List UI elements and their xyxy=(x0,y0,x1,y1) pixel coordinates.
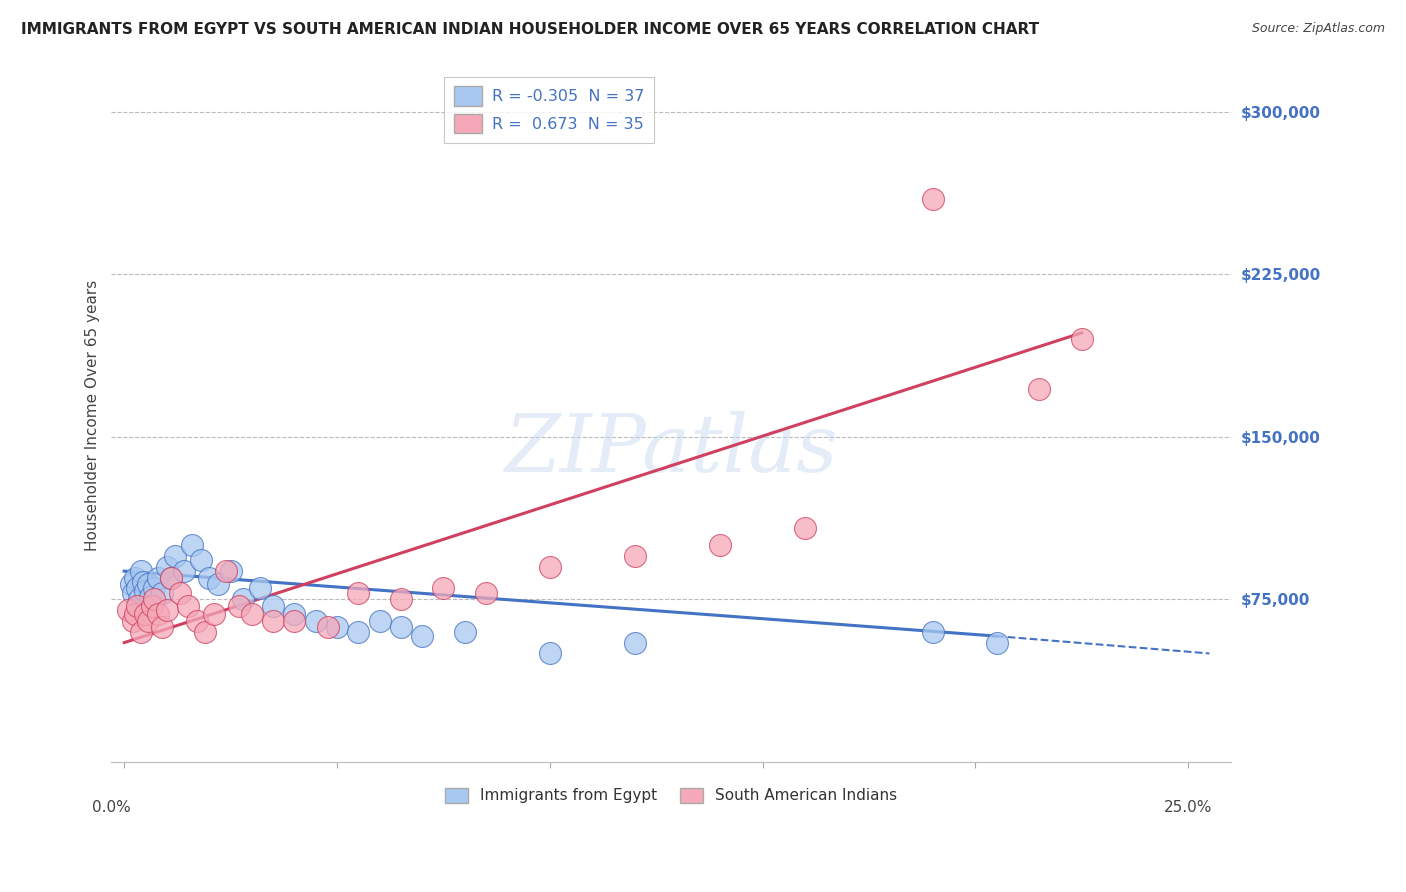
Point xyxy=(177,599,200,613)
Point xyxy=(228,599,250,613)
Point xyxy=(921,624,943,639)
Point xyxy=(475,586,498,600)
Point xyxy=(132,574,155,589)
Point xyxy=(156,603,179,617)
Point xyxy=(125,599,148,613)
Point xyxy=(326,620,349,634)
Point xyxy=(198,571,221,585)
Point xyxy=(190,553,212,567)
Point xyxy=(136,614,159,628)
Point xyxy=(152,586,174,600)
Point xyxy=(283,614,305,628)
Point xyxy=(453,624,475,639)
Point xyxy=(432,582,454,596)
Point xyxy=(1070,332,1092,346)
Point xyxy=(124,571,146,585)
Point xyxy=(305,614,328,628)
Point xyxy=(368,614,391,628)
Text: 0.0%: 0.0% xyxy=(91,800,131,815)
Point xyxy=(249,582,271,596)
Point xyxy=(124,607,146,622)
Point xyxy=(389,620,412,634)
Point xyxy=(129,624,152,639)
Point xyxy=(141,599,163,613)
Point xyxy=(986,635,1008,649)
Point xyxy=(134,607,156,622)
Point xyxy=(138,590,160,604)
Point xyxy=(262,599,284,613)
Point xyxy=(165,549,187,563)
Point xyxy=(921,192,943,206)
Point xyxy=(121,614,143,628)
Text: Source: ZipAtlas.com: Source: ZipAtlas.com xyxy=(1251,22,1385,36)
Point xyxy=(121,586,143,600)
Point xyxy=(173,564,195,578)
Point xyxy=(117,603,139,617)
Point xyxy=(156,559,179,574)
Point xyxy=(347,624,370,639)
Point xyxy=(160,571,183,585)
Text: 25.0%: 25.0% xyxy=(1164,800,1212,815)
Point xyxy=(283,607,305,622)
Point xyxy=(538,647,561,661)
Point xyxy=(136,577,159,591)
Point xyxy=(129,564,152,578)
Point xyxy=(389,592,412,607)
Point xyxy=(160,571,183,585)
Point xyxy=(134,583,156,598)
Point xyxy=(709,538,731,552)
Y-axis label: Householder Income Over 65 years: Householder Income Over 65 years xyxy=(86,279,100,550)
Point xyxy=(538,559,561,574)
Point xyxy=(120,577,142,591)
Point xyxy=(347,586,370,600)
Point xyxy=(181,538,204,552)
Point xyxy=(240,607,263,622)
Text: IMMIGRANTS FROM EGYPT VS SOUTH AMERICAN INDIAN HOUSEHOLDER INCOME OVER 65 YEARS : IMMIGRANTS FROM EGYPT VS SOUTH AMERICAN … xyxy=(21,22,1039,37)
Point xyxy=(411,629,433,643)
Point xyxy=(143,592,166,607)
Point xyxy=(207,577,229,591)
Point xyxy=(152,620,174,634)
Point xyxy=(128,592,150,607)
Point xyxy=(624,635,647,649)
Point xyxy=(125,582,148,596)
Point xyxy=(194,624,217,639)
Point xyxy=(262,614,284,628)
Point xyxy=(148,571,170,585)
Text: ZIPatlas: ZIPatlas xyxy=(505,411,838,489)
Point xyxy=(202,607,225,622)
Legend: Immigrants from Egypt, South American Indians: Immigrants from Egypt, South American In… xyxy=(439,781,904,810)
Point xyxy=(624,549,647,563)
Point xyxy=(143,582,166,596)
Point xyxy=(186,614,208,628)
Point xyxy=(232,592,254,607)
Point xyxy=(169,586,191,600)
Point xyxy=(219,564,242,578)
Point xyxy=(215,564,238,578)
Point xyxy=(1028,382,1050,396)
Point xyxy=(318,620,340,634)
Point xyxy=(794,521,817,535)
Point xyxy=(148,607,170,622)
